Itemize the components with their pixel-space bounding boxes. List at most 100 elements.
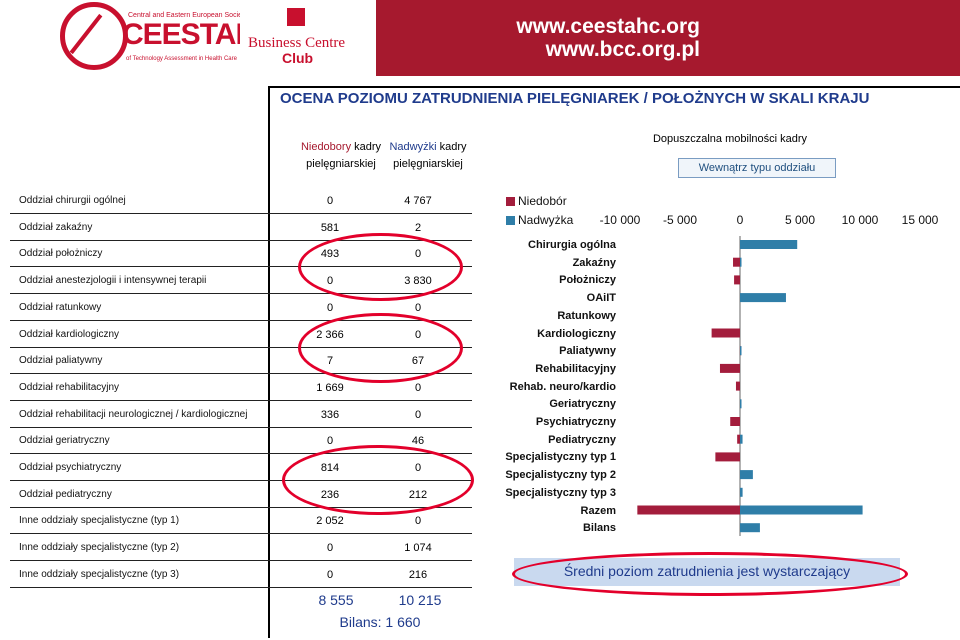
total-shortages: 8 555 bbox=[318, 592, 354, 608]
table-row-label: Oddział kardiologiczny bbox=[19, 328, 120, 340]
table-cell-v1: 336 bbox=[320, 408, 340, 421]
category-label: Bilans bbox=[582, 522, 616, 535]
bar-surplus bbox=[740, 523, 760, 533]
bar-surplus bbox=[740, 399, 742, 409]
table-row-label: Inne oddziały specjalistyczne (typ 1) bbox=[19, 515, 180, 527]
total-balance: Bilans: 1 660 bbox=[339, 614, 421, 630]
bar-shortage bbox=[719, 363, 740, 373]
table-row-label: Oddział psychiatryczny bbox=[19, 462, 122, 473]
table-row-label: Oddział rehabilitacji neurologicznej / k… bbox=[19, 408, 248, 420]
col-header-shortages-rest: kadry bbox=[351, 141, 382, 153]
category-labels: Chirurgia ogólna Zakaźny Położniczy OAiIT Ra… bbox=[505, 238, 616, 538]
bcc-club: Club bbox=[282, 50, 314, 66]
highlight-ellipse-3 bbox=[282, 445, 474, 515]
x-tick-label: 15 000 bbox=[901, 213, 939, 227]
bar-surplus bbox=[740, 434, 743, 444]
category-label: Specjalistyczny typ 3 bbox=[505, 486, 616, 499]
table-row-label: Inne oddziały specjalistyczne (typ 2) bbox=[19, 542, 180, 554]
table-row-label: Oddział anestezjologii i intensywnej ter… bbox=[19, 275, 207, 287]
table-cell-v2: 2 bbox=[414, 221, 422, 234]
row-divider bbox=[10, 213, 472, 214]
category-label: Psychiatryczny bbox=[535, 416, 616, 428]
row-divider bbox=[10, 319, 472, 321]
page-title: OCENA POZIOMU ZATRUDNIENIA PIELĘGNIAREK … bbox=[280, 90, 870, 107]
legend-swatch-surplus bbox=[506, 216, 515, 225]
bar-surplus bbox=[740, 257, 742, 267]
table-row-label: Oddział rehabilitacyjny bbox=[19, 381, 120, 393]
bar-surplus bbox=[740, 470, 753, 480]
highlight-ellipse-1 bbox=[298, 233, 463, 301]
category-label: Pediatryczny bbox=[548, 433, 616, 446]
table-cell-v2: 1 074 bbox=[404, 542, 432, 555]
bar-shortage bbox=[730, 417, 740, 426]
col-header-surplus-line2: pielęgniarskiej bbox=[393, 158, 463, 170]
category-label: Razem bbox=[580, 504, 616, 517]
col-header-surplus-key: Nadwyżki bbox=[389, 141, 437, 153]
table-cell-v1: 2 052 bbox=[316, 515, 344, 528]
bar-shortage bbox=[715, 452, 740, 462]
table-cell-v2: 0 bbox=[414, 515, 422, 528]
category-label: Rehabilitacyjny bbox=[535, 362, 616, 375]
legend-label-surplus: Nadwyżka bbox=[518, 213, 574, 227]
category-label: Położniczy bbox=[559, 274, 616, 287]
bcc-name: Business Centre bbox=[248, 35, 346, 51]
mobility-label: Dopuszczalna mobilności kadry bbox=[652, 133, 808, 145]
table-cell-v1: 0 bbox=[326, 542, 334, 555]
bar-surplus bbox=[740, 505, 863, 515]
category-label: Rehab. neuro/kardio bbox=[509, 380, 616, 393]
col-header-surplus: Nadwyżki kadry pielęgniarskiej bbox=[383, 139, 473, 173]
logo-society-text: Central and Eastern European Society bbox=[128, 12, 248, 19]
category-label: Chirurgia ogólna bbox=[528, 239, 616, 251]
table-cell-v1: 0 bbox=[326, 195, 334, 207]
logo-circle-icon bbox=[60, 2, 128, 70]
highlight-ellipse-2 bbox=[298, 313, 463, 383]
col-header-shortages: Niedobory kadry pielęgniarskiej bbox=[296, 139, 386, 173]
frame-top-line bbox=[268, 86, 960, 88]
x-tick-label: 5 000 bbox=[784, 213, 816, 227]
table-cell-v2: 0 bbox=[414, 301, 422, 314]
url-ceestahc[interactable]: www.ceestahc.org bbox=[516, 15, 700, 38]
bar-surplus bbox=[740, 487, 743, 497]
row-divider bbox=[10, 480, 472, 481]
bar-surplus bbox=[740, 240, 798, 249]
category-label: Ratunkowy bbox=[557, 309, 616, 322]
row-divider bbox=[10, 399, 472, 401]
bar-surplus bbox=[740, 293, 786, 303]
category-label: Specjalistyczny typ 1 bbox=[505, 451, 616, 464]
url-bcc[interactable]: www.bcc.org.pl bbox=[545, 38, 700, 61]
bar-shortage bbox=[734, 275, 740, 285]
table-cell-v2: 0 bbox=[414, 381, 422, 394]
row-divider bbox=[10, 586, 472, 588]
legend-swatch-shortage bbox=[506, 197, 515, 206]
table-row-label: Oddział chirurgii ogólnej bbox=[19, 195, 126, 206]
row-divider bbox=[10, 266, 472, 268]
category-label: Zakaźny bbox=[572, 256, 616, 269]
bar-surplus bbox=[740, 346, 742, 356]
category-label: Specjalistyczny typ 2 bbox=[505, 469, 616, 482]
table-row-label: Inne oddziały specjalistyczne (typ 3) bbox=[19, 568, 180, 580]
table-row-label: Oddział położniczy bbox=[19, 248, 103, 260]
row-divider bbox=[10, 426, 472, 428]
table-cell-v1: 0 bbox=[326, 301, 334, 314]
category-label: Geriatryczny bbox=[549, 398, 616, 411]
legend-label-shortage: Niedobór bbox=[518, 194, 567, 208]
row-divider bbox=[10, 560, 472, 562]
table-row-label: Oddział pediatryczny bbox=[19, 488, 112, 500]
row-divider bbox=[10, 453, 472, 455]
x-tick-label: -5 000 bbox=[662, 213, 698, 227]
bar-shortage bbox=[637, 505, 740, 515]
table-cell-v2: 216 bbox=[408, 568, 428, 581]
table-cell-v1: 0 bbox=[326, 435, 334, 448]
category-label: Paliatywny bbox=[559, 345, 616, 358]
frame-left-line bbox=[268, 86, 270, 638]
category-label: Kardiologiczny bbox=[537, 327, 616, 340]
col-header-shortages-line2: pielęgniarskiej bbox=[306, 158, 376, 170]
table-cell-v1: 581 bbox=[320, 221, 340, 234]
row-divider bbox=[10, 533, 472, 535]
row-divider bbox=[10, 239, 472, 241]
bar-shortage bbox=[735, 381, 740, 391]
total-surplus: 10 215 bbox=[398, 592, 442, 608]
bcc-square-icon bbox=[287, 8, 305, 26]
x-tick-label: 10 000 bbox=[841, 213, 879, 227]
bcc-logo bbox=[240, 0, 376, 76]
